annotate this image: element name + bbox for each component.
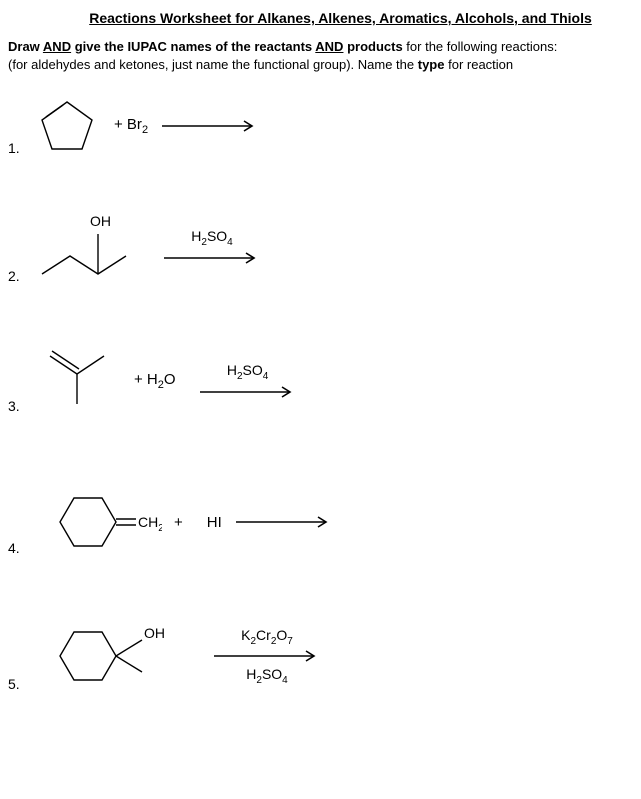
arrow-icon [160, 118, 260, 134]
p2-arrow-reagent: H2SO4 [191, 228, 232, 248]
p5-arrow-top: K2Cr2O7 [241, 627, 293, 647]
arrow-icon [212, 648, 322, 664]
isobutylene-structure [32, 346, 122, 416]
instr-line1-d: for the following reactions: [403, 39, 558, 54]
arrow-icon [198, 384, 298, 400]
butan2ol-structure: OH [32, 208, 152, 286]
p1-reagent: + Br2 [114, 116, 148, 136]
instr-line1-c: products [343, 39, 402, 54]
p3-reagent: + H2O [134, 371, 176, 391]
problem-2: 2. OH H2SO4 [8, 208, 633, 286]
p4-plus: + [174, 514, 183, 531]
instr-line2-end: for reaction [444, 57, 513, 72]
instr-line1-a: Draw [8, 39, 43, 54]
instr-type: type [418, 57, 445, 72]
instr-line2: (for aldehydes and ketones, just name th… [8, 57, 418, 72]
problem-1-number: 1. [8, 140, 20, 156]
oh-label-5: OH [144, 625, 165, 641]
instr-and2: AND [315, 39, 343, 54]
arrow-icon [162, 250, 262, 266]
instr-and1: AND [43, 39, 71, 54]
ch2-label: CH2 [138, 514, 162, 534]
problem-1: 1. + Br2 [8, 94, 633, 158]
p5-arrow-bot: H2SO4 [246, 666, 287, 686]
instructions: Draw AND give the IUPAC names of the rea… [8, 38, 633, 74]
worksheet-title: Reactions Worksheet for Alkanes, Alkenes… [8, 10, 633, 26]
problem-3-number: 3. [8, 398, 20, 414]
problem-3: 3. + H2O H2SO4 [8, 346, 633, 416]
arrow-icon [234, 514, 334, 530]
problem-5: 5. OH K2Cr2O7 H2SO4 [8, 618, 633, 694]
oh-label: OH [90, 213, 111, 229]
problem-4-number: 4. [8, 540, 20, 556]
p3-arrow-reagent: H2SO4 [227, 362, 268, 382]
problem-4: 4. CH2 + HI [8, 486, 633, 558]
cyclopentene-structure [32, 94, 102, 158]
p4-reagent: HI [207, 514, 222, 531]
instr-line1-b: give the IUPAC names of the reactants [71, 39, 315, 54]
methylcyclohexanol-structure: OH [32, 618, 182, 694]
problem-5-number: 5. [8, 676, 20, 692]
methylenecyclohexane-structure: CH2 [32, 486, 162, 558]
problem-2-number: 2. [8, 268, 20, 284]
